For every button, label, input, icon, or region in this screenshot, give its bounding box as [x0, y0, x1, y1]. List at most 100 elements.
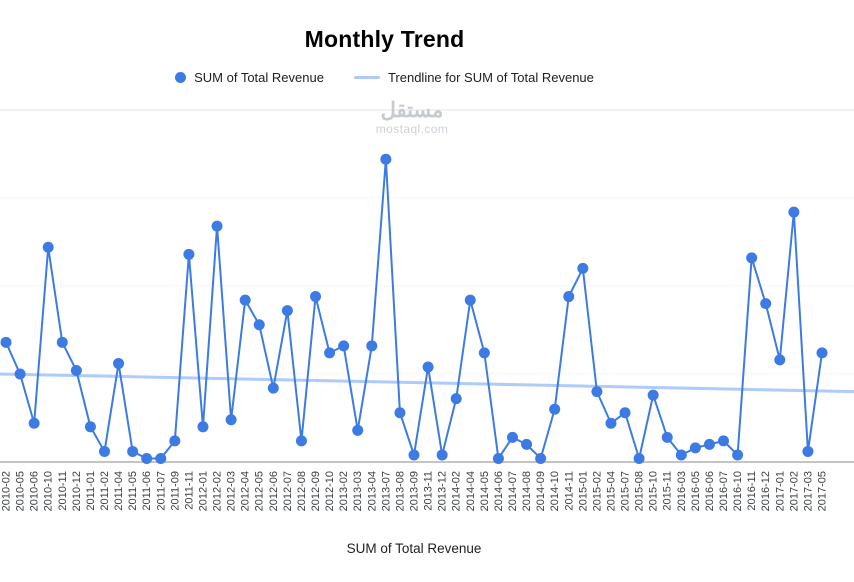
data-point[interactable] — [760, 298, 772, 310]
data-point[interactable] — [506, 431, 518, 443]
x-axis-tick-label: 2015-10 — [648, 471, 660, 511]
trendline — [0, 372, 854, 394]
legend: SUM of Total Revenue Trendline for SUM o… — [0, 70, 769, 85]
data-point[interactable] — [788, 206, 800, 218]
data-point[interactable] — [577, 262, 589, 274]
data-point[interactable] — [295, 435, 307, 447]
data-point[interactable] — [352, 424, 364, 436]
data-point[interactable] — [464, 294, 476, 306]
data-point[interactable] — [521, 438, 533, 450]
legend-item-revenue: SUM of Total Revenue — [175, 70, 324, 85]
data-point[interactable] — [703, 438, 715, 450]
x-axis-tick-label: 2012-03 — [226, 471, 238, 511]
x-axis-tick-label: 2013-04 — [366, 471, 378, 511]
data-point[interactable] — [56, 336, 68, 348]
data-point[interactable] — [183, 248, 195, 260]
data-point[interactable] — [802, 445, 814, 457]
x-axis-tick-label: 2015-08 — [634, 471, 646, 511]
data-point[interactable] — [113, 357, 125, 369]
data-point[interactable] — [0, 336, 12, 348]
x-axis-tick-label: 2011-04 — [113, 471, 125, 511]
x-axis-tick-label: 2012-07 — [282, 471, 294, 511]
data-point[interactable] — [253, 319, 265, 331]
x-axis-tick-label: 2017-05 — [817, 471, 829, 511]
x-axis-tick-label: 2011-07 — [155, 471, 167, 511]
x-axis-title: SUM of Total Revenue — [347, 541, 482, 556]
x-axis-tick-label: 2011-01 — [85, 471, 97, 511]
data-point[interactable] — [774, 354, 786, 366]
data-point[interactable] — [225, 414, 237, 426]
x-axis-tick-label: 2015-11 — [662, 471, 674, 511]
data-point[interactable] — [338, 340, 350, 352]
x-axis-tick-label: 2013-11 — [423, 471, 435, 511]
data-point[interactable] — [14, 368, 26, 380]
data-point[interactable] — [549, 403, 561, 415]
data-point[interactable] — [605, 417, 617, 429]
data-point[interactable] — [380, 153, 392, 165]
data-point[interactable] — [366, 340, 378, 352]
data-point[interactable] — [267, 382, 279, 394]
x-axis-tick-label: 2010-05 — [15, 471, 27, 511]
data-point[interactable] — [281, 305, 293, 317]
data-point[interactable] — [211, 220, 223, 232]
x-axis-tick-label: 2014-06 — [493, 471, 505, 511]
data-point[interactable] — [408, 449, 420, 461]
x-axis-tick-label: 2013-12 — [437, 471, 449, 511]
data-point[interactable] — [239, 294, 251, 306]
data-point[interactable] — [324, 347, 336, 359]
data-point[interactable] — [816, 347, 828, 359]
x-axis-tick-label: 2012-05 — [254, 471, 266, 511]
x-axis-tick-label: 2016-07 — [718, 471, 730, 511]
data-point[interactable] — [633, 452, 645, 464]
data-point[interactable] — [563, 291, 575, 303]
data-point[interactable] — [661, 431, 673, 443]
data-point[interactable] — [732, 449, 744, 461]
x-axis-tick-label: 2011-06 — [141, 471, 153, 511]
x-axis-tick-label: 2013-03 — [352, 471, 364, 511]
data-point[interactable] — [718, 435, 730, 447]
data-point[interactable] — [155, 452, 167, 464]
data-point[interactable] — [28, 417, 40, 429]
data-point[interactable] — [98, 445, 110, 457]
data-point[interactable] — [169, 435, 181, 447]
x-axis-tick-label: 2016-12 — [760, 471, 772, 511]
data-point[interactable] — [310, 291, 322, 303]
data-point[interactable] — [647, 389, 659, 401]
data-point[interactable] — [478, 347, 490, 359]
data-point[interactable] — [422, 361, 434, 373]
data-point[interactable] — [127, 445, 139, 457]
chart-header: Monthly Trend SUM of Total Revenue Trend… — [0, 0, 854, 85]
data-point[interactable] — [70, 364, 82, 376]
legend-item-trendline: Trendline for SUM of Total Revenue — [353, 70, 594, 85]
data-point[interactable] — [675, 449, 687, 461]
trendline-icon — [353, 76, 380, 79]
x-axis-tick-label: 2012-06 — [268, 471, 280, 511]
data-point[interactable] — [141, 452, 153, 464]
data-point[interactable] — [746, 252, 758, 264]
x-axis-tick-label: 2014-09 — [535, 471, 547, 511]
data-point[interactable] — [394, 407, 406, 419]
data-point[interactable] — [450, 393, 462, 405]
data-point[interactable] — [42, 241, 54, 253]
x-axis-tick-label: 2012-04 — [240, 471, 252, 511]
legend-label-revenue: SUM of Total Revenue — [194, 70, 324, 85]
x-axis-tick-label: 2011-05 — [127, 471, 139, 511]
x-axis-tick-label: 2014-10 — [549, 471, 561, 511]
data-point[interactable] — [689, 442, 701, 454]
data-point[interactable] — [619, 407, 631, 419]
x-axis-tick-label: 2012-01 — [197, 471, 209, 511]
series-point-icon — [175, 72, 187, 83]
data-point[interactable] — [591, 386, 603, 398]
x-axis-tick-label: 2011-09 — [169, 471, 181, 511]
data-point[interactable] — [436, 449, 448, 461]
x-axis-tick-label: 2017-02 — [788, 471, 800, 511]
data-point[interactable] — [197, 421, 209, 433]
data-point[interactable] — [535, 452, 547, 464]
data-point[interactable] — [492, 452, 504, 464]
legend-label-trendline: Trendline for SUM of Total Revenue — [387, 70, 594, 85]
x-axis-tick-label: 2016-06 — [704, 471, 716, 511]
x-axis-tick-label: 2010-02 — [1, 471, 13, 511]
x-axis-tick-label: 2015-01 — [577, 471, 589, 511]
data-point[interactable] — [84, 421, 96, 433]
